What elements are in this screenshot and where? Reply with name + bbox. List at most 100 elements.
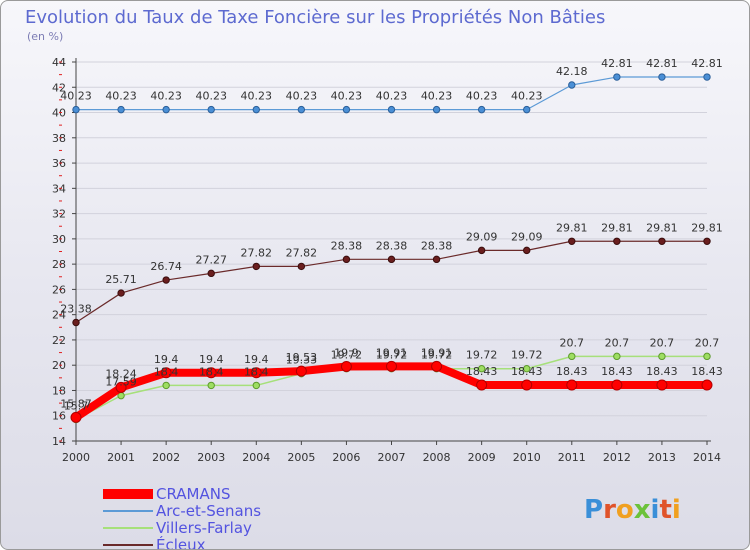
data-label-arc-et-senans: 40.23 — [241, 90, 273, 103]
data-label-cramans: 19.91 — [376, 346, 408, 359]
data-point-villers-farlay — [523, 365, 531, 373]
data-point--cleux — [523, 246, 531, 255]
data-point--cleux — [162, 276, 170, 284]
x-tick-label: 2002 — [152, 451, 180, 464]
data-point-cramans — [205, 367, 217, 379]
x-tick-label: 2012 — [603, 451, 631, 464]
data-label-cramans: 18.43 — [556, 365, 588, 378]
x-tick-label: 2004 — [242, 451, 270, 464]
data-point-arc-et-senans — [432, 105, 441, 114]
data-label-villers-farlay: 18.4 — [154, 365, 179, 378]
data-label--cleux: 29.81 — [646, 221, 678, 234]
data-label-villers-farlay: 20.7 — [560, 336, 585, 349]
data-point-cramans — [340, 360, 352, 372]
data-label--cleux: 25.71 — [105, 273, 137, 286]
logo-letter: P — [584, 495, 603, 525]
data-point-villers-farlay — [613, 352, 621, 361]
data-point-arc-et-senans — [568, 81, 576, 89]
data-point-arc-et-senans — [252, 105, 260, 114]
data-point--cleux — [207, 269, 215, 278]
logo-letter: t — [659, 495, 671, 525]
data-label-cramans: 18.43 — [646, 365, 678, 378]
x-tick-label: 2005 — [287, 451, 315, 464]
data-point-arc-et-senans — [162, 105, 170, 114]
x-tick-label: 2003 — [197, 451, 225, 464]
data-label-cramans: 19.53 — [286, 351, 318, 364]
data-label--cleux: 28.38 — [331, 239, 363, 252]
data-label--cleux: 29.81 — [556, 221, 588, 234]
data-point-cramans — [566, 379, 578, 391]
data-label--cleux: 27.82 — [286, 246, 318, 259]
data-point-villers-farlay — [658, 352, 666, 361]
chart-subtitle: (en %) — [27, 30, 63, 43]
data-label-cramans: 19.4 — [199, 353, 224, 366]
data-label-cramans: 18.43 — [691, 365, 723, 378]
data-label-villers-farlay: 17.59 — [105, 376, 137, 389]
data-point-villers-farlay — [207, 381, 215, 390]
data-label-arc-et-senans: 42.18 — [556, 65, 588, 78]
data-point-cramans — [611, 379, 623, 391]
legend-label: Arc-et-Senans — [156, 502, 261, 520]
logo-letter: i — [672, 495, 681, 525]
data-point--cleux — [387, 255, 396, 264]
data-label-villers-farlay: 15.7 — [64, 400, 89, 413]
data-label--cleux: 26.74 — [150, 260, 182, 273]
legend-label: CRAMANS — [156, 485, 231, 503]
data-point--cleux — [342, 255, 351, 264]
data-label-arc-et-senans: 40.23 — [466, 90, 498, 103]
x-tick-label: 2009 — [468, 451, 496, 464]
data-point--cleux — [658, 237, 666, 245]
data-label-arc-et-senans: 42.81 — [691, 57, 723, 70]
data-point-villers-farlay — [703, 352, 711, 361]
data-point-cramans — [295, 365, 307, 377]
data-label-cramans: 18.43 — [511, 365, 543, 378]
data-label-villers-farlay: 20.7 — [605, 336, 630, 349]
data-label-villers-farlay: 20.7 — [695, 336, 720, 349]
data-label--cleux: 28.38 — [421, 239, 453, 252]
data-point-cramans — [521, 379, 533, 391]
logo-letter: i — [651, 495, 660, 525]
data-label--cleux: 28.38 — [376, 239, 408, 252]
data-point-villers-farlay — [477, 365, 486, 373]
data-point-villers-farlay — [252, 381, 260, 390]
data-point-cramans — [70, 411, 82, 423]
data-label-villers-farlay: 20.7 — [650, 336, 675, 349]
data-label-arc-et-senans: 40.23 — [286, 90, 318, 103]
data-label-cramans: 19.4 — [154, 353, 179, 366]
data-label-cramans: 19.91 — [421, 346, 453, 359]
legend-label: Écleux — [156, 535, 206, 550]
logo-letter: x — [634, 495, 651, 525]
data-label-villers-farlay: 19.72 — [466, 349, 498, 362]
data-label-arc-et-senans: 40.23 — [105, 90, 137, 103]
data-point-cramans — [701, 379, 713, 391]
data-point--cleux — [117, 289, 125, 297]
data-label-villers-farlay: 19.72 — [421, 349, 453, 362]
data-label-arc-et-senans: 42.81 — [646, 57, 678, 70]
data-labels: 40.23 40.23 40.23 40.23 40.23 40.23 40.23 40.23… — [60, 57, 723, 412]
proxiti-logo: Proxiti — [584, 495, 681, 525]
data-point-arc-et-senans — [297, 105, 306, 114]
x-tick-label: 2013 — [648, 451, 676, 464]
data-label--cleux: 23.38 — [60, 302, 92, 315]
logo-letter: o — [616, 495, 634, 525]
data-point-arc-et-senans — [523, 105, 531, 114]
chart-title: Evolution du Taux de Taxe Foncière sur l… — [25, 7, 605, 28]
data-label--cleux: 29.09 — [511, 230, 543, 243]
data-point--cleux — [477, 246, 486, 255]
data-point--cleux — [72, 318, 80, 327]
data-label--cleux: 29.81 — [691, 221, 723, 234]
data-point--cleux — [613, 237, 621, 245]
data-label-arc-et-senans: 40.23 — [195, 90, 227, 103]
data-label-arc-et-senans: 40.23 — [421, 90, 453, 103]
data-label-cramans: 19.9 — [334, 346, 359, 359]
data-point-cramans — [431, 360, 443, 372]
data-point-cramans — [386, 360, 397, 372]
x-tick-label: 2000 — [62, 451, 90, 464]
series-line--cleux — [75, 240, 708, 324]
data-label-arc-et-senans: 40.23 — [511, 90, 543, 103]
data-point-arc-et-senans — [658, 73, 666, 81]
data-label-villers-farlay: 19.33 — [286, 354, 318, 367]
